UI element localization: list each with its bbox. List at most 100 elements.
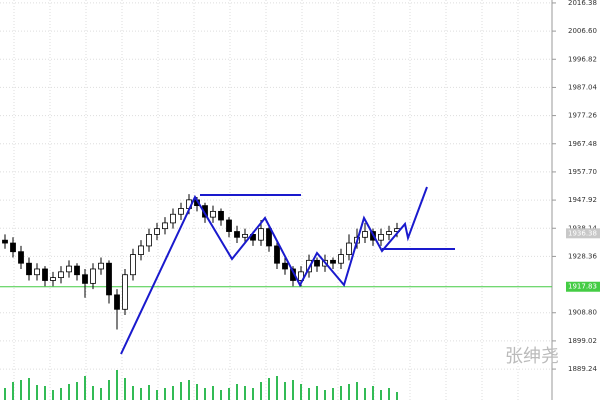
volume-bar [68, 384, 70, 400]
candle-body [90, 268, 96, 284]
candle-body [50, 277, 56, 281]
level-label-box [566, 281, 600, 292]
level-label: 1917.83 [568, 283, 597, 291]
candle-body [258, 228, 264, 241]
candle-body [178, 208, 184, 215]
candle-body [146, 234, 152, 247]
volume-bar [12, 382, 14, 400]
candle-body [122, 274, 128, 310]
y-tick-label: 1996.82 [568, 55, 597, 63]
volume-bar [76, 382, 78, 400]
volume-bar [308, 388, 310, 400]
candle-body [378, 234, 384, 241]
volume-bar [236, 384, 238, 400]
trend-line [120, 186, 428, 355]
volume-bar [284, 382, 286, 400]
current-price-label: 1936.38 [568, 229, 597, 237]
volume-bar [356, 382, 358, 400]
candle-body [226, 219, 232, 232]
candle-body [162, 222, 168, 230]
volume-bar [108, 380, 110, 400]
volume-bar [36, 385, 38, 400]
volume-bar [276, 376, 278, 400]
volume-bar [292, 380, 294, 400]
volume-bar [84, 376, 86, 400]
y-tick-label: 1947.92 [568, 196, 597, 204]
volume-bar [372, 386, 374, 400]
volume-bar [52, 390, 54, 400]
volume-bar [28, 378, 30, 400]
candle-body [58, 271, 64, 279]
volume-bar [252, 388, 254, 400]
current-price-box [566, 228, 600, 239]
candle-body [386, 231, 392, 235]
y-tick-label: 1957.70 [568, 168, 597, 176]
y-tick-label: 1977.26 [568, 112, 597, 120]
volume-bar [44, 386, 46, 400]
volume-bar [164, 388, 166, 400]
volume-bar [132, 386, 134, 400]
volume-bar [180, 382, 182, 400]
volume-bar [4, 388, 6, 400]
y-tick-label: 2006.60 [568, 27, 597, 35]
watermark: 张绅尧 [505, 346, 559, 367]
volume-bar [148, 385, 150, 400]
volume-bar [156, 390, 158, 400]
y-tick-label: 1928.36 [568, 252, 597, 260]
candle-body [138, 245, 144, 255]
volume-bar [92, 386, 94, 400]
candle-body [218, 210, 224, 221]
trend-drawings [120, 186, 455, 355]
volume-bar [204, 388, 206, 400]
candle-body [98, 262, 104, 270]
volume-bar [60, 388, 62, 400]
volume-bar [244, 386, 246, 400]
candle-body [18, 251, 24, 264]
y-tick-label: 1899.02 [568, 337, 597, 345]
candle-body [314, 259, 320, 267]
volume-bar [364, 388, 366, 400]
candle-body [42, 268, 48, 281]
candle-body [210, 210, 216, 218]
y-tick-label: 1889.24 [568, 365, 597, 373]
y-tick-label: 1938.14 [568, 224, 597, 232]
candle-body [170, 213, 176, 224]
volume-bar [228, 388, 230, 400]
y-tick-label: 1987.04 [568, 83, 597, 91]
candle-body [234, 231, 240, 238]
candle-body [346, 242, 352, 255]
candle-body [26, 262, 32, 276]
volume-bar [196, 384, 198, 400]
volume-bar [220, 390, 222, 400]
volume-bar [260, 382, 262, 400]
candle-body [330, 259, 336, 264]
volume-bar [380, 390, 382, 400]
volume-bar [396, 392, 398, 400]
candle-body [298, 271, 304, 281]
candle-body [10, 242, 16, 253]
candle-body [106, 262, 112, 296]
y-tick-label: 1908.80 [568, 309, 597, 317]
volume-bar [388, 388, 390, 400]
candle-body [362, 231, 368, 238]
candle-body [2, 239, 8, 244]
candle-body [282, 262, 288, 270]
candle-body [74, 265, 80, 276]
candle-body [34, 268, 40, 276]
volume-bar [324, 390, 326, 400]
candle-body [338, 254, 344, 264]
candle-body [266, 228, 272, 247]
volume-bar [316, 386, 318, 400]
candle-body [82, 274, 88, 284]
volume-bar [332, 388, 334, 400]
candle-body [114, 294, 120, 310]
volume-bar [348, 384, 350, 400]
volume-bar [188, 380, 190, 400]
volume-bar [300, 384, 302, 400]
y-tick-label: 1967.48 [568, 140, 597, 148]
volume-bar [212, 386, 214, 400]
candle-body [66, 265, 72, 273]
volume-bar [124, 378, 126, 400]
